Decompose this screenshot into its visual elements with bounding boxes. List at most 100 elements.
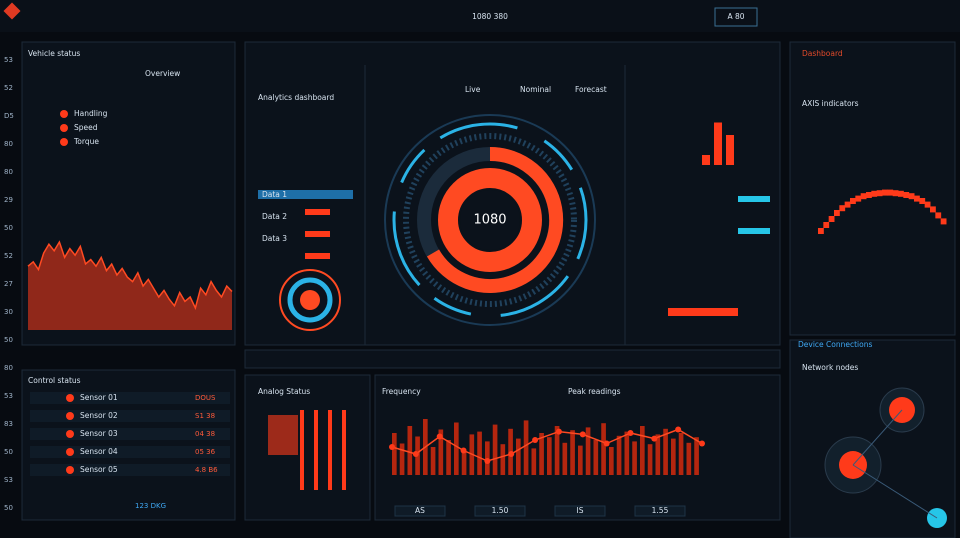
bar (547, 437, 552, 475)
bar (523, 420, 529, 475)
tab-box[interactable] (714, 7, 758, 27)
sidebar-label: 27 (4, 280, 13, 288)
progress (738, 196, 770, 202)
panel-title: Analog Status (258, 387, 310, 396)
list-row[interactable] (30, 392, 230, 404)
tab[interactable] (554, 505, 606, 517)
gauge-inner (438, 168, 542, 272)
bar (726, 135, 734, 165)
row-label: Torque (73, 137, 99, 146)
tab[interactable] (634, 505, 686, 517)
bar (924, 201, 931, 208)
row-value: DOUS (195, 394, 216, 402)
row-bar (305, 253, 330, 259)
bar (903, 192, 910, 198)
bar (855, 195, 862, 202)
bar (898, 190, 904, 197)
column (342, 410, 346, 490)
bar (539, 433, 544, 475)
bottom-left-panel (244, 374, 371, 521)
bar (714, 122, 722, 165)
panel-subtitle: Network nodes (802, 363, 858, 372)
row-icon (66, 412, 74, 420)
panel-title: Frequency (382, 387, 421, 396)
gauge-ring (384, 114, 596, 326)
bar (477, 431, 482, 475)
bar (866, 192, 872, 198)
bar (492, 424, 498, 475)
tab-label[interactable]: IS (577, 506, 584, 515)
tab-label[interactable]: 1.55 (652, 506, 669, 515)
bar (702, 155, 710, 165)
link (852, 409, 903, 466)
point (579, 431, 586, 438)
bar (818, 228, 824, 234)
bar (399, 443, 405, 475)
bar (616, 435, 622, 475)
bar (500, 444, 506, 475)
sidebar-label: 52 (4, 84, 13, 92)
bar (554, 426, 560, 475)
list-row[interactable] (30, 446, 230, 458)
panel-title: Dashboard (802, 49, 843, 58)
point (603, 440, 610, 447)
list-row[interactable] (30, 410, 230, 422)
bar (632, 441, 637, 475)
point (532, 437, 539, 443)
sidebar-label: 80 (4, 140, 13, 148)
point (651, 435, 658, 442)
point (412, 451, 419, 457)
bar (887, 189, 894, 196)
sidebar-label: 80 (4, 364, 13, 372)
tab-label[interactable]: 1.50 (492, 506, 509, 515)
panel-title: Vehicle status (28, 49, 80, 58)
highlight[interactable] (258, 190, 353, 199)
status-dot (60, 138, 68, 146)
tab-label[interactable]: AS (415, 506, 425, 515)
point (460, 447, 467, 454)
tab[interactable] (394, 505, 446, 517)
point (675, 426, 682, 433)
panel-title: Analytics dashboard (258, 93, 334, 102)
bar (892, 190, 899, 197)
small-gauge (279, 269, 341, 331)
bar (919, 198, 926, 204)
bar (850, 198, 856, 204)
progress (668, 308, 738, 316)
sidebar-label: 53 (4, 56, 13, 64)
bar (839, 205, 846, 212)
bar (860, 193, 867, 200)
panel-subtitle: Overview (145, 69, 180, 78)
bar (871, 190, 878, 197)
row-value: 04 38 (195, 430, 215, 438)
bar (392, 433, 397, 475)
tab[interactable]: A 80 (727, 12, 744, 21)
area (28, 242, 232, 330)
ring (300, 290, 320, 310)
top-bar (0, 0, 960, 32)
point (699, 440, 705, 447)
status-dot (60, 124, 68, 132)
legend: Peak readings (568, 387, 621, 396)
row-icon (66, 394, 74, 402)
list-row[interactable] (30, 428, 230, 440)
point (627, 430, 634, 436)
gauge-center (460, 190, 520, 250)
row-icon (66, 448, 74, 456)
gauge-arc (426, 146, 564, 293)
bar (655, 434, 661, 475)
gauge-ring (392, 122, 588, 318)
bar (438, 429, 444, 475)
list-row[interactable] (30, 464, 230, 476)
row-label: Sensor 04 (80, 447, 118, 456)
bar (935, 212, 942, 219)
bar (908, 193, 915, 200)
bar (914, 195, 920, 202)
sidebar-label: 50 (4, 224, 13, 232)
row-label: Sensor 01 (80, 393, 118, 402)
tab[interactable] (474, 505, 526, 517)
sidebar-label: 50 (4, 336, 13, 344)
row-label: Data 3 (262, 234, 287, 243)
bar (578, 445, 583, 475)
